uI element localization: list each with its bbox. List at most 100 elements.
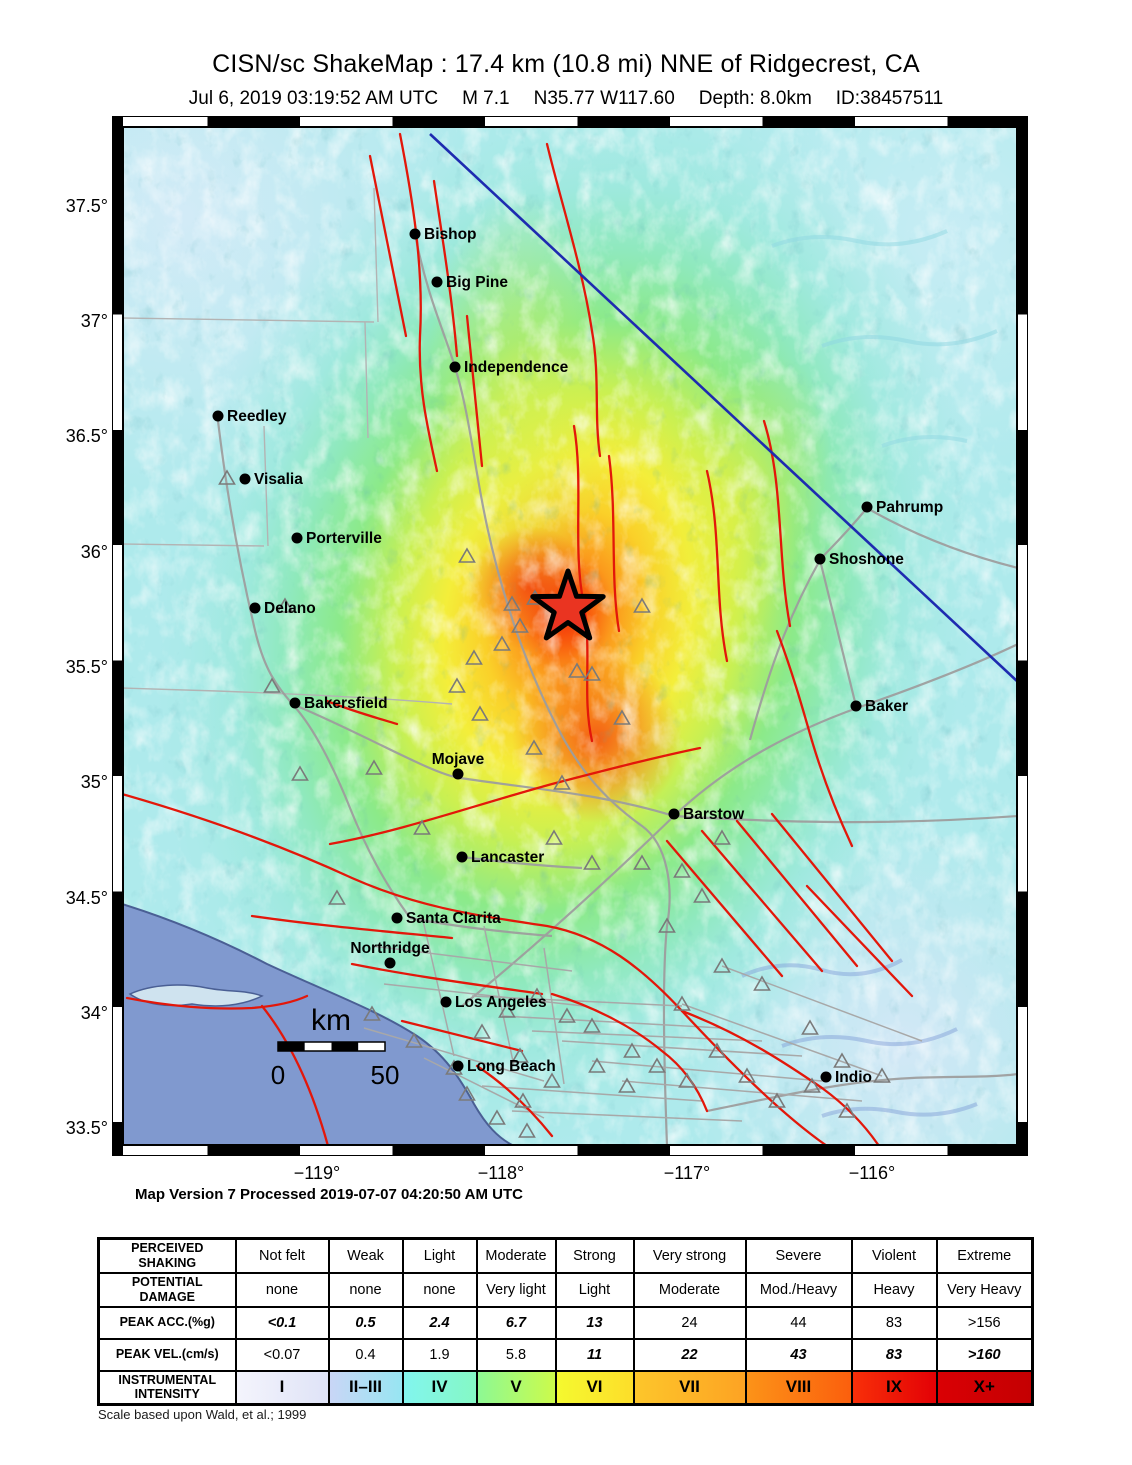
station-triangle-icon — [553, 774, 571, 790]
station-triangle-icon — [713, 957, 731, 973]
scale-bar: km 0 50 — [271, 1004, 400, 1090]
station-triangle-icon — [545, 829, 563, 845]
station-triangle-icon — [673, 995, 691, 1011]
page-subtitle: Jul 6, 2019 03:19:52 AM UTC M 7.1 N35.77 W… — [0, 88, 1132, 110]
legend-cell: 83 — [850, 1337, 938, 1372]
legend-cell: II–III — [327, 1369, 404, 1406]
city-dot — [820, 1071, 832, 1083]
city-label: Baker — [865, 698, 908, 715]
city-dot — [861, 501, 873, 513]
legend-cell: Moderate — [475, 1237, 557, 1274]
station-triangle-icon — [623, 1042, 641, 1058]
legend-cell: Light — [401, 1237, 478, 1274]
y-tick-label: 37.5° — [65, 196, 108, 216]
legend-cell: 43 — [744, 1337, 853, 1372]
city-dot — [440, 996, 452, 1008]
frame-tick-strip-right — [1017, 117, 1027, 1155]
legend-cell: 22 — [632, 1337, 747, 1372]
station-triangle-icon — [583, 854, 601, 870]
legend-cell: Very strong — [632, 1237, 747, 1274]
legend-cell: Light — [554, 1271, 635, 1308]
frame-tick-strip-bottom — [113, 1145, 1027, 1155]
subtitle-part-2: N35.77 W117.60 — [533, 88, 675, 109]
legend-cell: 13 — [554, 1305, 635, 1340]
scale-bar-end: 50 — [371, 1060, 400, 1090]
y-tick-label: 35.5° — [65, 657, 108, 677]
subtitle-part-4: ID:38457511 — [835, 88, 944, 109]
station-triangle-icon — [405, 1032, 423, 1048]
legend-cell: Severe — [744, 1237, 853, 1274]
legend-cell: <0.07 — [234, 1337, 330, 1372]
station-triangle-icon — [503, 595, 521, 611]
legend-cell: 0.4 — [327, 1337, 404, 1372]
city-dot — [289, 697, 301, 709]
station-triangle-icon — [693, 887, 711, 903]
city-dot — [431, 276, 443, 288]
y-tick-label: 34.5° — [65, 888, 108, 908]
station-triangle-icon — [465, 649, 483, 665]
station-triangle-icon — [528, 987, 546, 1003]
city-dot — [384, 957, 396, 969]
ocean — [122, 902, 515, 1146]
scale-bar-start: 0 — [271, 1060, 285, 1090]
x-tick-label: −118° — [477, 1163, 525, 1183]
city-dot — [668, 808, 680, 820]
legend-cell: 24 — [632, 1305, 747, 1340]
page-title: CISN/sc ShakeMap : 17.4 km (10.8 mi) NNE… — [212, 50, 920, 78]
legend-cell: X+ — [935, 1369, 1034, 1406]
seismic-stations — [218, 469, 891, 1138]
station-triangle-icon — [768, 1092, 786, 1108]
legend-cell: 11 — [554, 1337, 635, 1372]
station-triangle-icon — [583, 1017, 601, 1033]
x-tick-label: −117° — [663, 1163, 711, 1183]
subtitle-part-0: Jul 6, 2019 03:19:52 AM UTC — [188, 88, 439, 109]
station-triangle-icon — [838, 1102, 856, 1118]
epicenter-star — [530, 568, 606, 641]
legend-footnote: Scale based upon Wald, et al.; 1999 — [98, 1407, 307, 1422]
station-triangle-icon — [498, 1002, 516, 1018]
legend-cell: 5.8 — [475, 1337, 557, 1372]
legend-cell: Heavy — [850, 1271, 938, 1308]
station-triangle-icon — [803, 1077, 821, 1093]
city-dot — [291, 532, 303, 544]
legend-cell: 83 — [850, 1305, 938, 1340]
legend-cell: Not felt — [234, 1237, 330, 1274]
station-triangle-icon — [448, 677, 466, 693]
legend-cell: V — [475, 1369, 557, 1406]
city-label: Reedley — [227, 408, 287, 425]
legend-cell: 1.9 — [401, 1337, 478, 1372]
city-label: Los Angeles — [455, 994, 547, 1011]
station-triangle-icon — [678, 1072, 696, 1088]
city-dot — [814, 553, 826, 565]
station-triangle-icon — [618, 1077, 636, 1093]
legend-cell: none — [327, 1271, 404, 1308]
legend-cell: Very Heavy — [935, 1271, 1034, 1308]
station-triangle-icon — [633, 854, 651, 870]
legend-cell: none — [234, 1271, 330, 1308]
subtitle-part-3: Depth: 8.0km — [698, 88, 812, 109]
station-triangle-icon — [413, 819, 431, 835]
station-triangle-icon — [583, 665, 601, 681]
legend-cell: Mod./Heavy — [744, 1271, 853, 1308]
city-dot — [391, 912, 403, 924]
station-triangle-icon — [471, 705, 489, 721]
station-triangle-icon — [658, 917, 676, 933]
station-triangle-icon — [218, 469, 236, 485]
city-dot — [456, 851, 468, 863]
station-triangle-icon — [365, 759, 383, 775]
subtitle-part-1: M 7.1 — [462, 88, 510, 109]
station-triangle-icon — [525, 739, 543, 755]
station-triangle-icon — [588, 1057, 606, 1073]
city-dot — [212, 410, 224, 422]
city-label: Delano — [264, 600, 316, 617]
city-label: Santa Clarita — [406, 910, 501, 927]
city-dot — [452, 1060, 464, 1072]
city-dot — [449, 361, 461, 373]
city-dot — [409, 228, 421, 240]
station-triangle-icon — [363, 1005, 381, 1021]
frame-tick-strip-top — [113, 117, 1027, 127]
map-version-text: Map Version 7 Processed 2019-07-07 04:20… — [135, 1186, 523, 1203]
city-markers: Bishop Big Pine Independence Reedley Visalia… — [212, 226, 943, 1086]
station-triangle-icon — [833, 1052, 851, 1068]
